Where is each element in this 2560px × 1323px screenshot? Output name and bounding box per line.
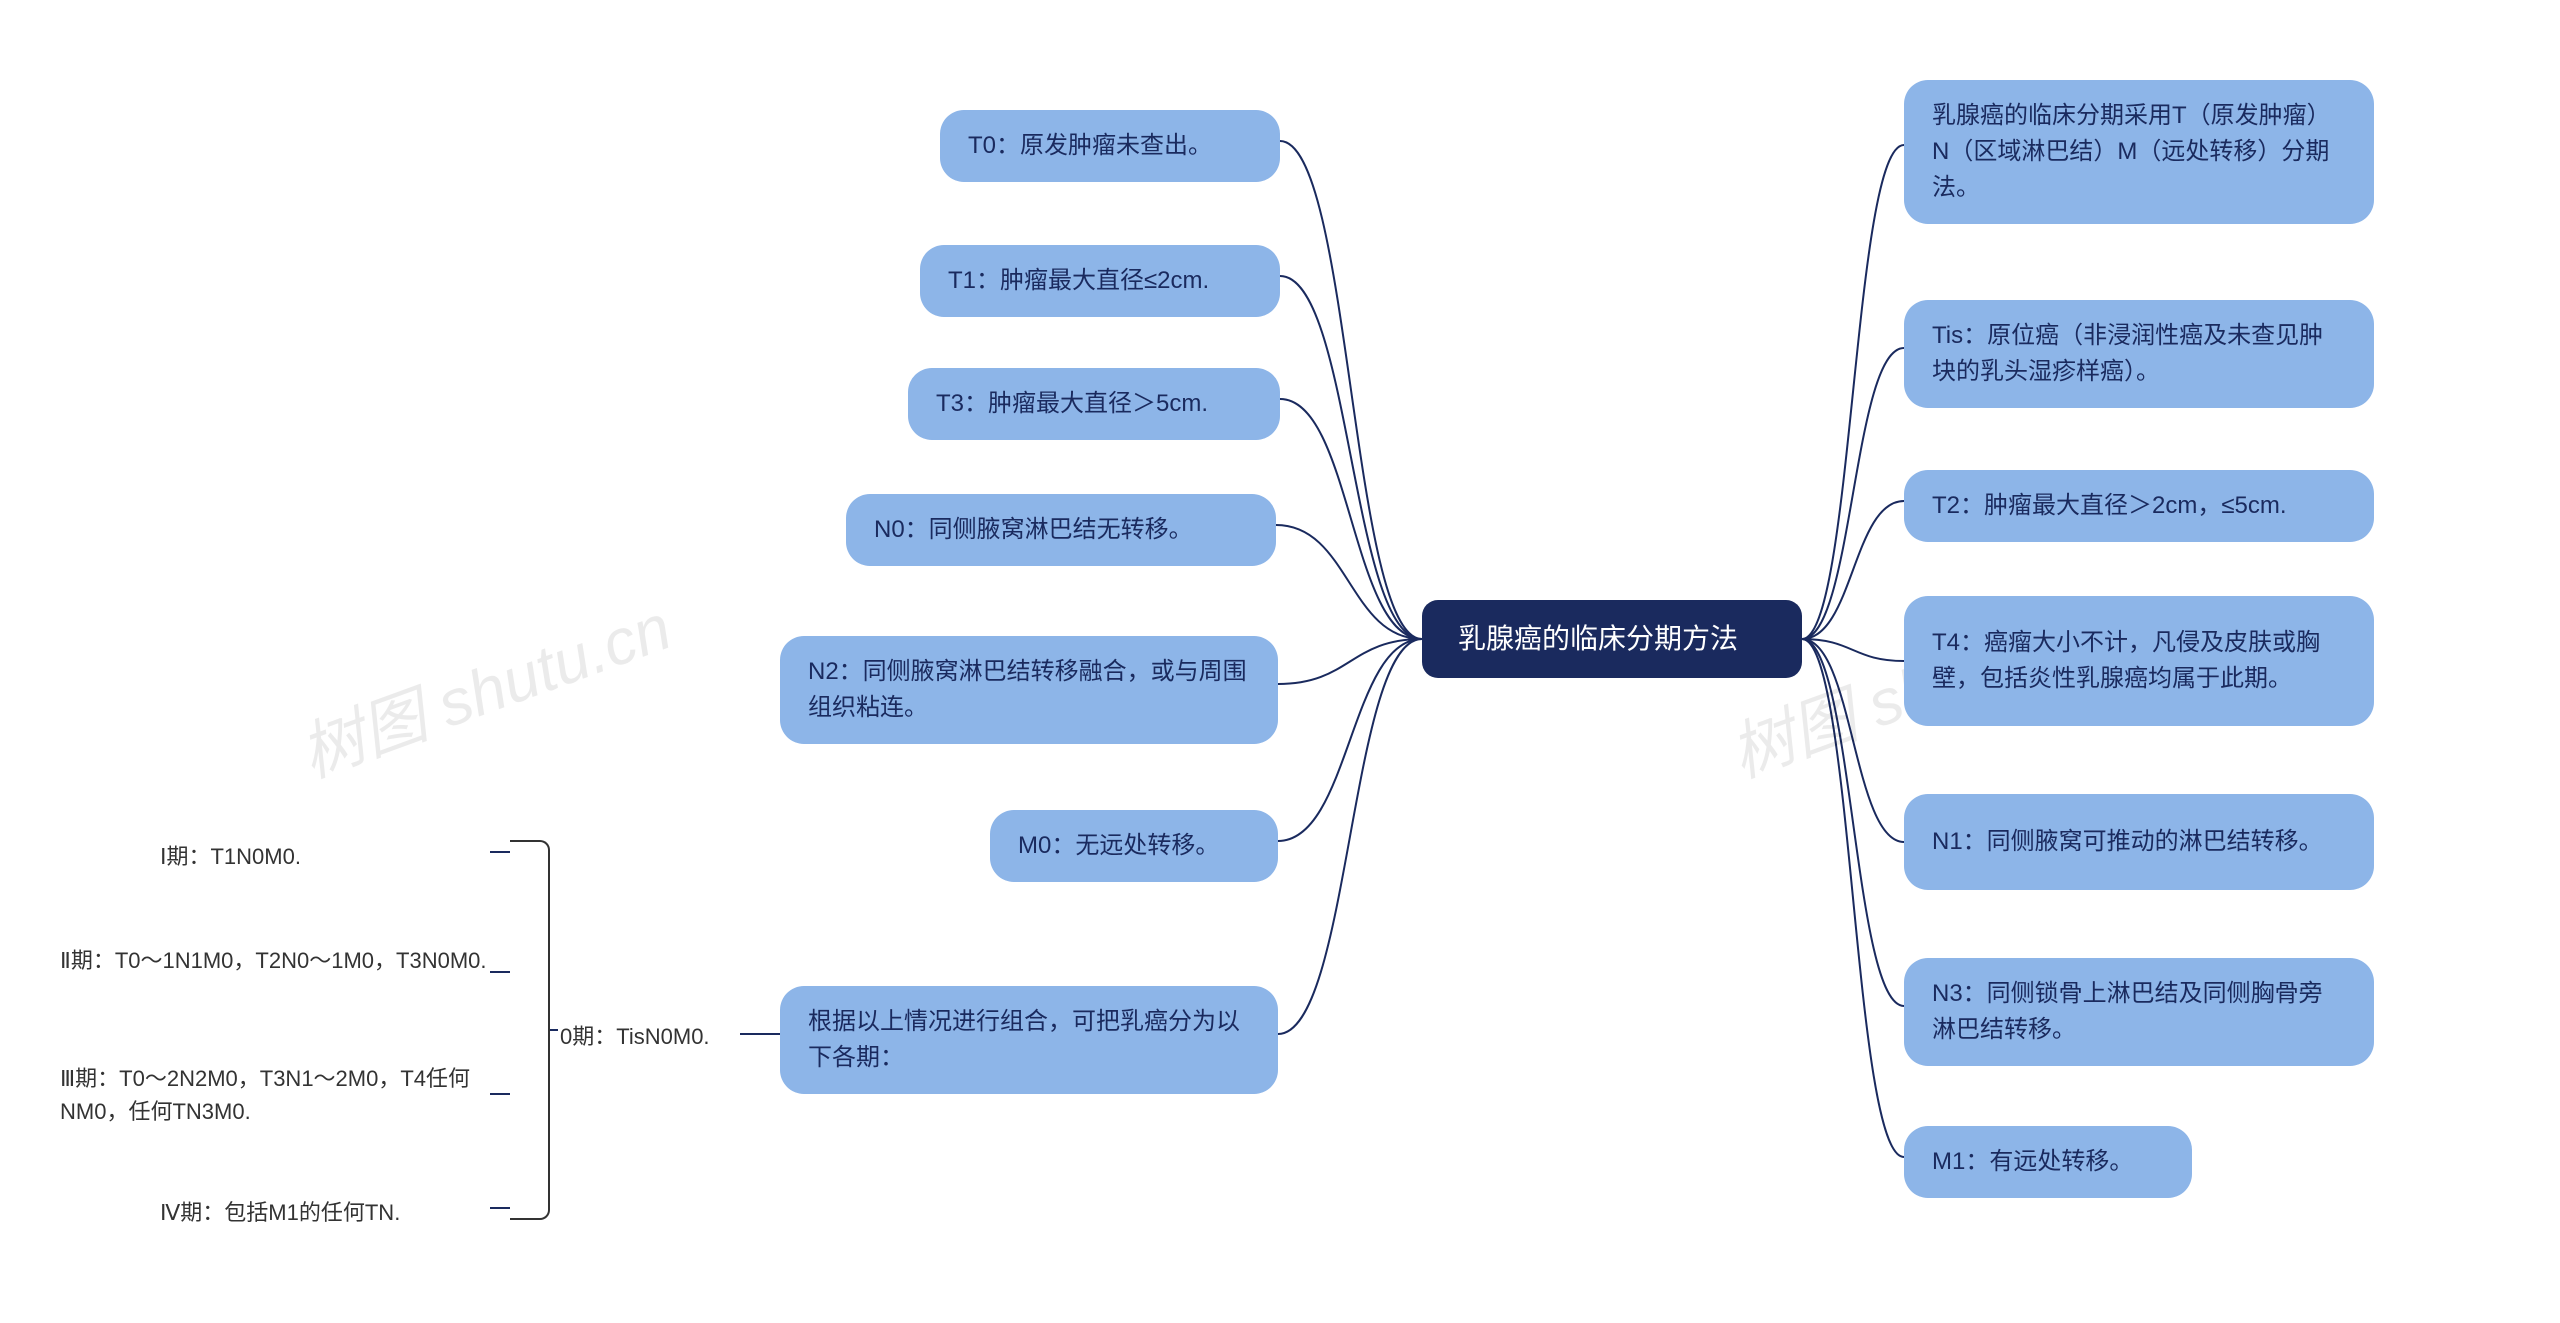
leaf-node-3[interactable]: Ⅳ期：包括M1的任何TN. (160, 1196, 490, 1229)
leaf-node-2-label: Ⅲ期：T0～2N2M0，T3N1～2M0，T4任何NM0，任何TN3M0. (60, 1066, 470, 1124)
left-node-1-label: T1：肿瘤最大直径≤2cm. (948, 263, 1209, 299)
sub-node-label: 0期：TisN0M0. (560, 1024, 710, 1049)
leaf-node-0-label: Ⅰ期：T1N0M0. (160, 844, 301, 869)
center-node[interactable]: 乳腺癌的临床分期方法 (1422, 600, 1802, 678)
connector-right (1802, 145, 1904, 639)
right-node-0-label: 乳腺癌的临床分期采用T（原发肿瘤）N（区域淋巴结）M（远处转移）分期法。 (1932, 98, 2346, 206)
left-node-4-label: N2：同侧腋窝淋巴结转移融合，或与周围组织粘连。 (808, 654, 1250, 726)
connector-left (1280, 141, 1422, 639)
right-node-1[interactable]: Tis：原位癌（非浸润性癌及未查见肿块的乳头湿疹样癌）。 (1904, 300, 2374, 408)
left-node-0-label: T0：原发肿瘤未查出。 (968, 128, 1212, 164)
right-node-3-label: T4：癌瘤大小不计，凡侵及皮肤或胸壁，包括炎性乳腺癌均属于此期。 (1932, 625, 2346, 697)
left-node-3-label: N0：同侧腋窝淋巴结无转移。 (874, 512, 1193, 548)
connector-left (1276, 525, 1422, 639)
leaf-node-0[interactable]: Ⅰ期：T1N0M0. (160, 840, 490, 873)
center-node-label: 乳腺癌的临床分期方法 (1458, 618, 1738, 660)
right-node-0[interactable]: 乳腺癌的临床分期采用T（原发肿瘤）N（区域淋巴结）M（远处转移）分期法。 (1904, 80, 2374, 224)
left-node-6[interactable]: 根据以上情况进行组合，可把乳癌分为以下各期： (780, 986, 1278, 1094)
leaf-node-1[interactable]: Ⅱ期：T0～1N1M0，T2N0～1M0，T3N0M0. (60, 944, 490, 977)
right-node-6[interactable]: M1：有远处转移。 (1904, 1126, 2192, 1198)
right-node-5-label: N3：同侧锁骨上淋巴结及同侧胸骨旁淋巴结转移。 (1932, 976, 2346, 1048)
watermark: 树图 shutu.cn (286, 576, 682, 795)
connector-right (1802, 501, 1904, 639)
right-node-2-label: T2：肿瘤最大直径＞2cm，≤5cm. (1932, 488, 2287, 524)
connector-left (1278, 639, 1422, 684)
right-node-4[interactable]: N1：同侧腋窝可推动的淋巴结转移。 (1904, 794, 2374, 890)
left-node-4[interactable]: N2：同侧腋窝淋巴结转移融合，或与周围组织粘连。 (780, 636, 1278, 744)
leaf-node-3-label: Ⅳ期：包括M1的任何TN. (160, 1200, 400, 1225)
left-node-2[interactable]: T3：肿瘤最大直径＞5cm. (908, 368, 1280, 440)
sub-node[interactable]: 0期：TisN0M0. (560, 1020, 740, 1053)
left-node-5[interactable]: M0：无远处转移。 (990, 810, 1278, 882)
left-node-6-label: 根据以上情况进行组合，可把乳癌分为以下各期： (808, 1004, 1250, 1076)
left-node-2-label: T3：肿瘤最大直径＞5cm. (936, 386, 1208, 422)
leaf-node-1-label: Ⅱ期：T0～1N1M0，T2N0～1M0，T3N0M0. (60, 948, 487, 973)
leaf-node-2[interactable]: Ⅲ期：T0～2N2M0，T3N1～2M0，T4任何NM0，任何TN3M0. (60, 1062, 490, 1128)
left-node-1[interactable]: T1：肿瘤最大直径≤2cm. (920, 245, 1280, 317)
bracket (510, 840, 550, 1220)
right-node-3[interactable]: T4：癌瘤大小不计，凡侵及皮肤或胸壁，包括炎性乳腺癌均属于此期。 (1904, 596, 2374, 726)
right-node-1-label: Tis：原位癌（非浸润性癌及未查见肿块的乳头湿疹样癌）。 (1932, 318, 2346, 390)
connector-right (1802, 348, 1904, 639)
left-node-3[interactable]: N0：同侧腋窝淋巴结无转移。 (846, 494, 1276, 566)
right-node-5[interactable]: N3：同侧锁骨上淋巴结及同侧胸骨旁淋巴结转移。 (1904, 958, 2374, 1066)
right-node-6-label: M1：有远处转移。 (1932, 1144, 2133, 1180)
right-node-2[interactable]: T2：肿瘤最大直径＞2cm，≤5cm. (1904, 470, 2374, 542)
right-node-4-label: N1：同侧腋窝可推动的淋巴结转移。 (1932, 824, 2323, 860)
connector-left (1278, 639, 1422, 1034)
connector-left (1278, 639, 1422, 841)
connector-left (1280, 399, 1422, 639)
left-node-5-label: M0：无远处转移。 (1018, 828, 1219, 864)
left-node-0[interactable]: T0：原发肿瘤未查出。 (940, 110, 1280, 182)
connector-left (1280, 276, 1422, 639)
